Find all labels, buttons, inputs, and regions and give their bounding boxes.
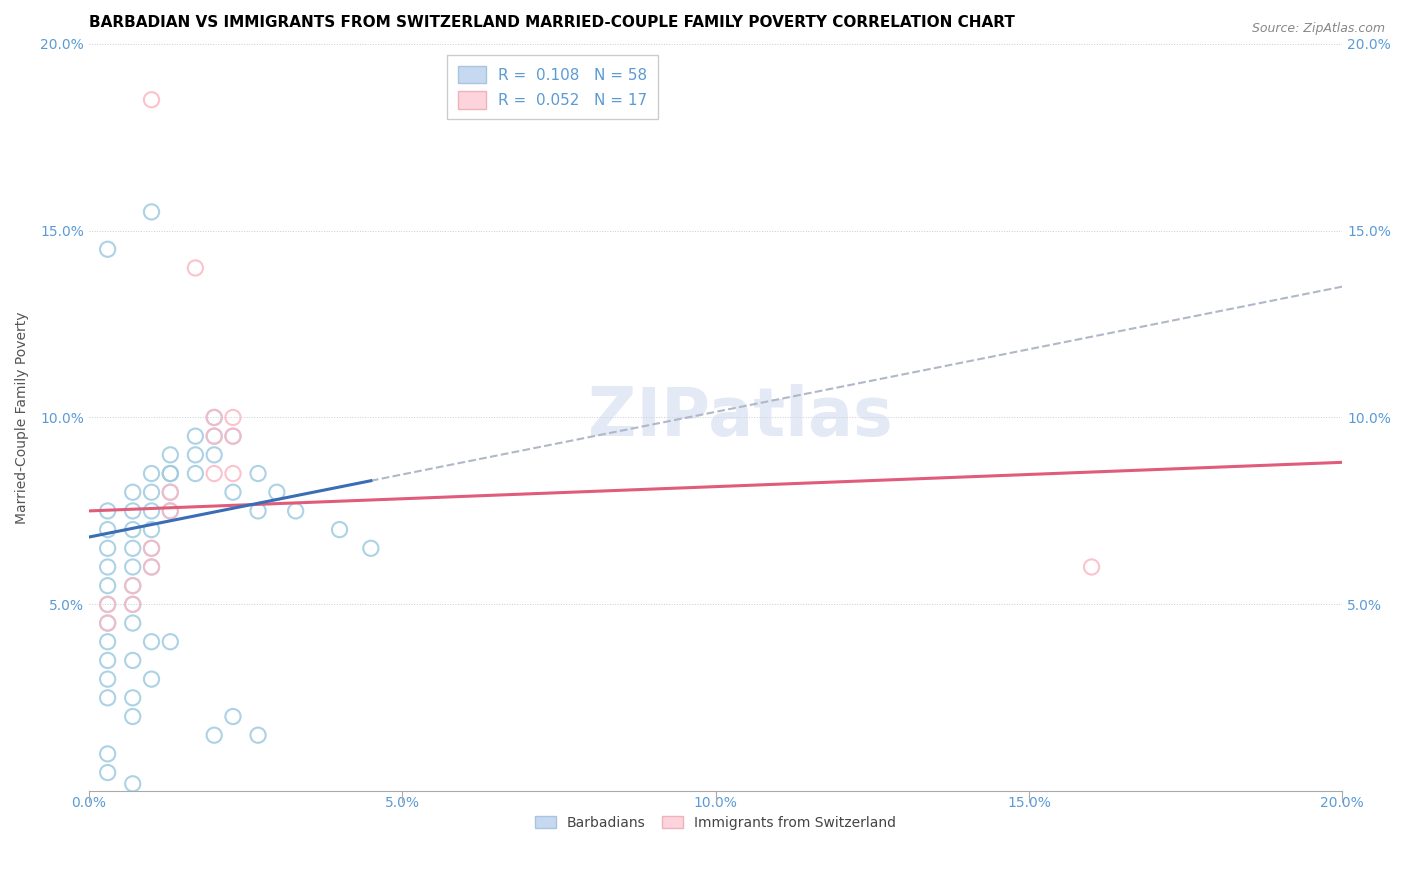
- Point: [202, 728, 225, 742]
- Point: [247, 504, 270, 518]
- Point: [159, 485, 181, 500]
- Point: [222, 410, 245, 425]
- Point: [97, 560, 120, 574]
- Legend: Barbadians, Immigrants from Switzerland: Barbadians, Immigrants from Switzerland: [529, 809, 903, 837]
- Point: [97, 579, 120, 593]
- Point: [97, 765, 120, 780]
- Point: [159, 448, 181, 462]
- Point: [222, 485, 245, 500]
- Point: [202, 467, 225, 481]
- Point: [121, 615, 143, 630]
- Point: [141, 467, 163, 481]
- Point: [184, 260, 207, 275]
- Point: [97, 690, 120, 705]
- Point: [222, 429, 245, 443]
- Point: [202, 448, 225, 462]
- Point: [97, 598, 120, 612]
- Point: [159, 467, 181, 481]
- Point: [97, 615, 120, 630]
- Point: [247, 467, 270, 481]
- Point: [328, 523, 350, 537]
- Point: [360, 541, 382, 556]
- Point: [222, 429, 245, 443]
- Point: [159, 504, 181, 518]
- Y-axis label: Married-Couple Family Poverty: Married-Couple Family Poverty: [15, 311, 30, 524]
- Point: [121, 598, 143, 612]
- Point: [1080, 560, 1102, 574]
- Point: [159, 467, 181, 481]
- Point: [97, 504, 120, 518]
- Point: [141, 541, 163, 556]
- Point: [121, 523, 143, 537]
- Point: [202, 410, 225, 425]
- Point: [247, 728, 270, 742]
- Point: [97, 653, 120, 667]
- Point: [141, 560, 163, 574]
- Point: [97, 523, 120, 537]
- Point: [266, 485, 288, 500]
- Point: [121, 504, 143, 518]
- Point: [97, 242, 120, 256]
- Point: [97, 747, 120, 761]
- Point: [97, 672, 120, 686]
- Point: [97, 634, 120, 648]
- Point: [202, 429, 225, 443]
- Point: [121, 579, 143, 593]
- Point: [121, 579, 143, 593]
- Point: [202, 429, 225, 443]
- Point: [159, 504, 181, 518]
- Point: [159, 485, 181, 500]
- Point: [141, 93, 163, 107]
- Point: [159, 634, 181, 648]
- Point: [121, 485, 143, 500]
- Point: [121, 709, 143, 723]
- Point: [97, 615, 120, 630]
- Point: [97, 598, 120, 612]
- Point: [284, 504, 307, 518]
- Point: [222, 467, 245, 481]
- Point: [184, 467, 207, 481]
- Point: [141, 634, 163, 648]
- Point: [184, 429, 207, 443]
- Point: [141, 541, 163, 556]
- Point: [141, 485, 163, 500]
- Text: Source: ZipAtlas.com: Source: ZipAtlas.com: [1251, 22, 1385, 36]
- Point: [97, 541, 120, 556]
- Point: [121, 777, 143, 791]
- Point: [222, 709, 245, 723]
- Point: [121, 560, 143, 574]
- Point: [141, 672, 163, 686]
- Point: [121, 541, 143, 556]
- Point: [141, 523, 163, 537]
- Point: [141, 560, 163, 574]
- Point: [184, 448, 207, 462]
- Text: ZIPatlas: ZIPatlas: [588, 384, 893, 450]
- Point: [121, 598, 143, 612]
- Point: [121, 653, 143, 667]
- Point: [141, 504, 163, 518]
- Point: [121, 690, 143, 705]
- Point: [141, 205, 163, 219]
- Point: [202, 410, 225, 425]
- Text: BARBADIAN VS IMMIGRANTS FROM SWITZERLAND MARRIED-COUPLE FAMILY POVERTY CORRELATI: BARBADIAN VS IMMIGRANTS FROM SWITZERLAND…: [89, 15, 1015, 30]
